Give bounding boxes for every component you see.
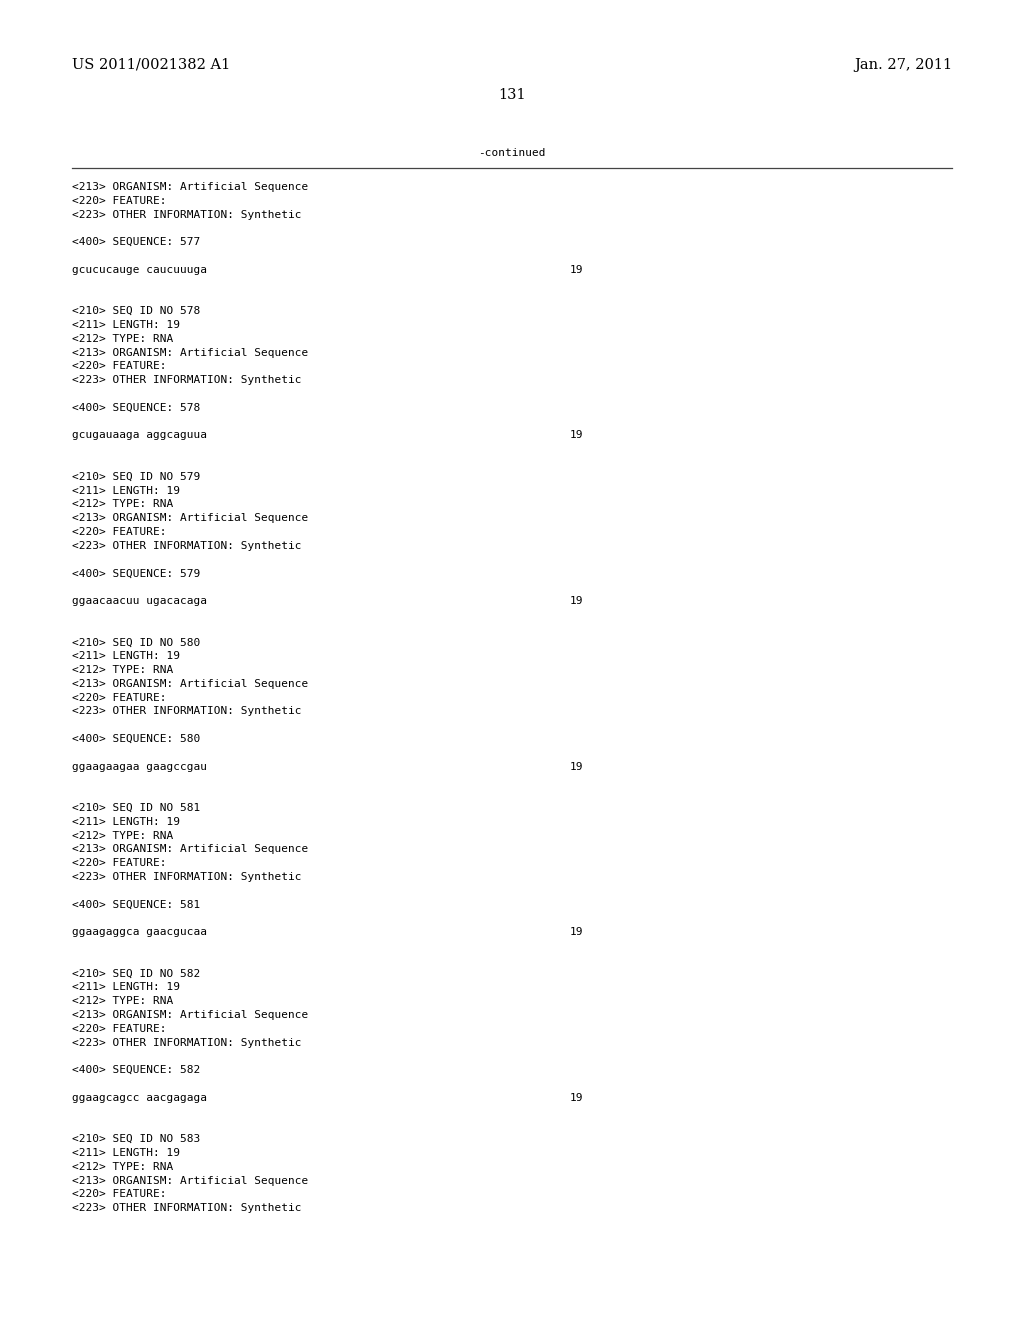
- Text: -continued: -continued: [478, 148, 546, 158]
- Text: <210> SEQ ID NO 580: <210> SEQ ID NO 580: [72, 638, 201, 647]
- Text: <211> LENGTH: 19: <211> LENGTH: 19: [72, 486, 180, 495]
- Text: <211> LENGTH: 19: <211> LENGTH: 19: [72, 319, 180, 330]
- Text: <213> ORGANISM: Artificial Sequence: <213> ORGANISM: Artificial Sequence: [72, 347, 308, 358]
- Text: <212> TYPE: RNA: <212> TYPE: RNA: [72, 665, 173, 675]
- Text: <223> OTHER INFORMATION: Synthetic: <223> OTHER INFORMATION: Synthetic: [72, 375, 301, 385]
- Text: <213> ORGANISM: Artificial Sequence: <213> ORGANISM: Artificial Sequence: [72, 845, 308, 854]
- Text: <211> LENGTH: 19: <211> LENGTH: 19: [72, 817, 180, 826]
- Text: ggaagcagcc aacgagaga: ggaagcagcc aacgagaga: [72, 1093, 207, 1102]
- Text: <220> FEATURE:: <220> FEATURE:: [72, 693, 167, 702]
- Text: ggaagaagaa gaagccgau: ggaagaagaa gaagccgau: [72, 762, 207, 772]
- Text: <400> SEQUENCE: 579: <400> SEQUENCE: 579: [72, 569, 201, 578]
- Text: <220> FEATURE:: <220> FEATURE:: [72, 858, 167, 869]
- Text: <220> FEATURE:: <220> FEATURE:: [72, 1024, 167, 1034]
- Text: <213> ORGANISM: Artificial Sequence: <213> ORGANISM: Artificial Sequence: [72, 678, 308, 689]
- Text: gcugauaaga aggcaguua: gcugauaaga aggcaguua: [72, 430, 207, 441]
- Text: <210> SEQ ID NO 579: <210> SEQ ID NO 579: [72, 471, 201, 482]
- Text: <223> OTHER INFORMATION: Synthetic: <223> OTHER INFORMATION: Synthetic: [72, 541, 301, 550]
- Text: <211> LENGTH: 19: <211> LENGTH: 19: [72, 1148, 180, 1158]
- Text: <400> SEQUENCE: 580: <400> SEQUENCE: 580: [72, 734, 201, 744]
- Text: 131: 131: [499, 88, 525, 102]
- Text: <213> ORGANISM: Artificial Sequence: <213> ORGANISM: Artificial Sequence: [72, 513, 308, 523]
- Text: <223> OTHER INFORMATION: Synthetic: <223> OTHER INFORMATION: Synthetic: [72, 1204, 301, 1213]
- Text: <212> TYPE: RNA: <212> TYPE: RNA: [72, 1162, 173, 1172]
- Text: <220> FEATURE:: <220> FEATURE:: [72, 1189, 167, 1200]
- Text: <213> ORGANISM: Artificial Sequence: <213> ORGANISM: Artificial Sequence: [72, 182, 308, 191]
- Text: ggaacaacuu ugacacaga: ggaacaacuu ugacacaga: [72, 597, 207, 606]
- Text: <400> SEQUENCE: 578: <400> SEQUENCE: 578: [72, 403, 201, 413]
- Text: gcucucauge caucuuuga: gcucucauge caucuuuga: [72, 265, 207, 275]
- Text: <210> SEQ ID NO 582: <210> SEQ ID NO 582: [72, 969, 201, 978]
- Text: 19: 19: [570, 597, 584, 606]
- Text: 19: 19: [570, 265, 584, 275]
- Text: <212> TYPE: RNA: <212> TYPE: RNA: [72, 997, 173, 1006]
- Text: <223> OTHER INFORMATION: Synthetic: <223> OTHER INFORMATION: Synthetic: [72, 1038, 301, 1048]
- Text: 19: 19: [570, 927, 584, 937]
- Text: <213> ORGANISM: Artificial Sequence: <213> ORGANISM: Artificial Sequence: [72, 1176, 308, 1185]
- Text: <220> FEATURE:: <220> FEATURE:: [72, 195, 167, 206]
- Text: 19: 19: [570, 430, 584, 441]
- Text: <213> ORGANISM: Artificial Sequence: <213> ORGANISM: Artificial Sequence: [72, 1010, 308, 1020]
- Text: US 2011/0021382 A1: US 2011/0021382 A1: [72, 58, 230, 73]
- Text: Jan. 27, 2011: Jan. 27, 2011: [854, 58, 952, 73]
- Text: <220> FEATURE:: <220> FEATURE:: [72, 527, 167, 537]
- Text: <210> SEQ ID NO 578: <210> SEQ ID NO 578: [72, 306, 201, 317]
- Text: <211> LENGTH: 19: <211> LENGTH: 19: [72, 651, 180, 661]
- Text: ggaagaggca gaacgucaa: ggaagaggca gaacgucaa: [72, 927, 207, 937]
- Text: <220> FEATURE:: <220> FEATURE:: [72, 362, 167, 371]
- Text: <223> OTHER INFORMATION: Synthetic: <223> OTHER INFORMATION: Synthetic: [72, 210, 301, 219]
- Text: <400> SEQUENCE: 581: <400> SEQUENCE: 581: [72, 900, 201, 909]
- Text: <400> SEQUENCE: 577: <400> SEQUENCE: 577: [72, 238, 201, 247]
- Text: <223> OTHER INFORMATION: Synthetic: <223> OTHER INFORMATION: Synthetic: [72, 873, 301, 882]
- Text: <210> SEQ ID NO 581: <210> SEQ ID NO 581: [72, 803, 201, 813]
- Text: <400> SEQUENCE: 582: <400> SEQUENCE: 582: [72, 1065, 201, 1076]
- Text: <212> TYPE: RNA: <212> TYPE: RNA: [72, 334, 173, 343]
- Text: <212> TYPE: RNA: <212> TYPE: RNA: [72, 499, 173, 510]
- Text: 19: 19: [570, 1093, 584, 1102]
- Text: <210> SEQ ID NO 583: <210> SEQ ID NO 583: [72, 1134, 201, 1144]
- Text: <212> TYPE: RNA: <212> TYPE: RNA: [72, 830, 173, 841]
- Text: <223> OTHER INFORMATION: Synthetic: <223> OTHER INFORMATION: Synthetic: [72, 706, 301, 717]
- Text: <211> LENGTH: 19: <211> LENGTH: 19: [72, 982, 180, 993]
- Text: 19: 19: [570, 762, 584, 772]
